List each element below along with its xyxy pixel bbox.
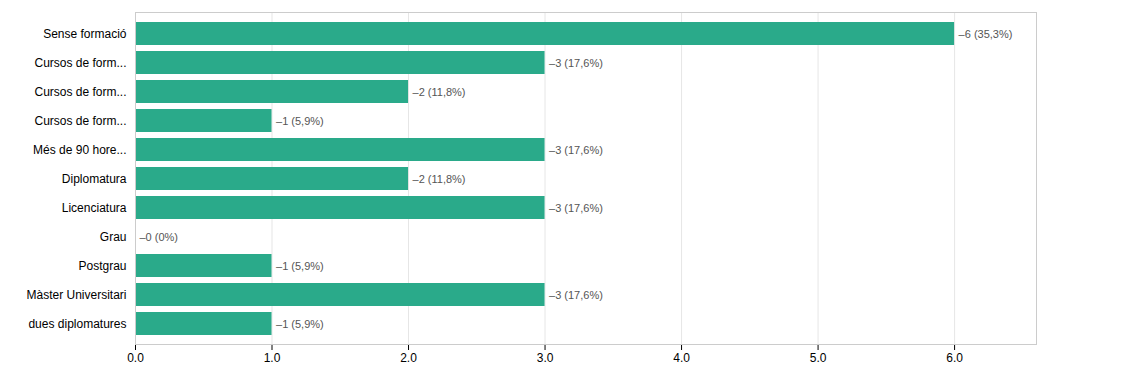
svg-text:–3 (17,6%): –3 (17,6%) — [549, 202, 603, 214]
svg-text:Cursos de form...: Cursos de form... — [34, 85, 126, 99]
svg-text:Licenciatura: Licenciatura — [62, 201, 127, 215]
svg-text:Més de 90 hore...: Més de 90 hore... — [33, 143, 126, 157]
svg-text:5.0: 5.0 — [810, 351, 827, 365]
svg-text:Màster Universitari: Màster Universitari — [26, 288, 126, 302]
svg-text:–0 (0%): –0 (0%) — [140, 231, 179, 243]
svg-text:–3 (17,6%): –3 (17,6%) — [549, 57, 603, 69]
svg-text:Sense formació: Sense formació — [43, 27, 127, 41]
svg-text:6.0: 6.0 — [946, 351, 963, 365]
svg-text:–1 (5,9%): –1 (5,9%) — [276, 318, 324, 330]
svg-text:4.0: 4.0 — [673, 351, 690, 365]
svg-text:–3 (17,6%): –3 (17,6%) — [549, 144, 603, 156]
svg-text:–1 (5,9%): –1 (5,9%) — [276, 115, 324, 127]
svg-text:2.0: 2.0 — [400, 351, 417, 365]
svg-text:Cursos de form...: Cursos de form... — [34, 114, 126, 128]
svg-text:–2 (11,8%): –2 (11,8%) — [413, 86, 466, 98]
svg-text:Diplomatura: Diplomatura — [62, 172, 127, 186]
svg-text:Postgrau: Postgrau — [78, 259, 126, 273]
svg-text:1.0: 1.0 — [264, 351, 281, 365]
svg-text:–2 (11,8%): –2 (11,8%) — [413, 173, 466, 185]
svg-text:3.0: 3.0 — [537, 351, 554, 365]
svg-text:–1 (5,9%): –1 (5,9%) — [276, 260, 324, 272]
svg-text:Grau: Grau — [100, 230, 127, 244]
svg-text:0.0: 0.0 — [127, 351, 144, 365]
svg-text:dues diplomatures: dues diplomatures — [28, 317, 126, 331]
svg-text:–3 (17,6%): –3 (17,6%) — [549, 289, 603, 301]
svg-text:Cursos de form...: Cursos de form... — [34, 56, 126, 70]
svg-text:–6 (35,3%): –6 (35,3%) — [959, 28, 1013, 40]
